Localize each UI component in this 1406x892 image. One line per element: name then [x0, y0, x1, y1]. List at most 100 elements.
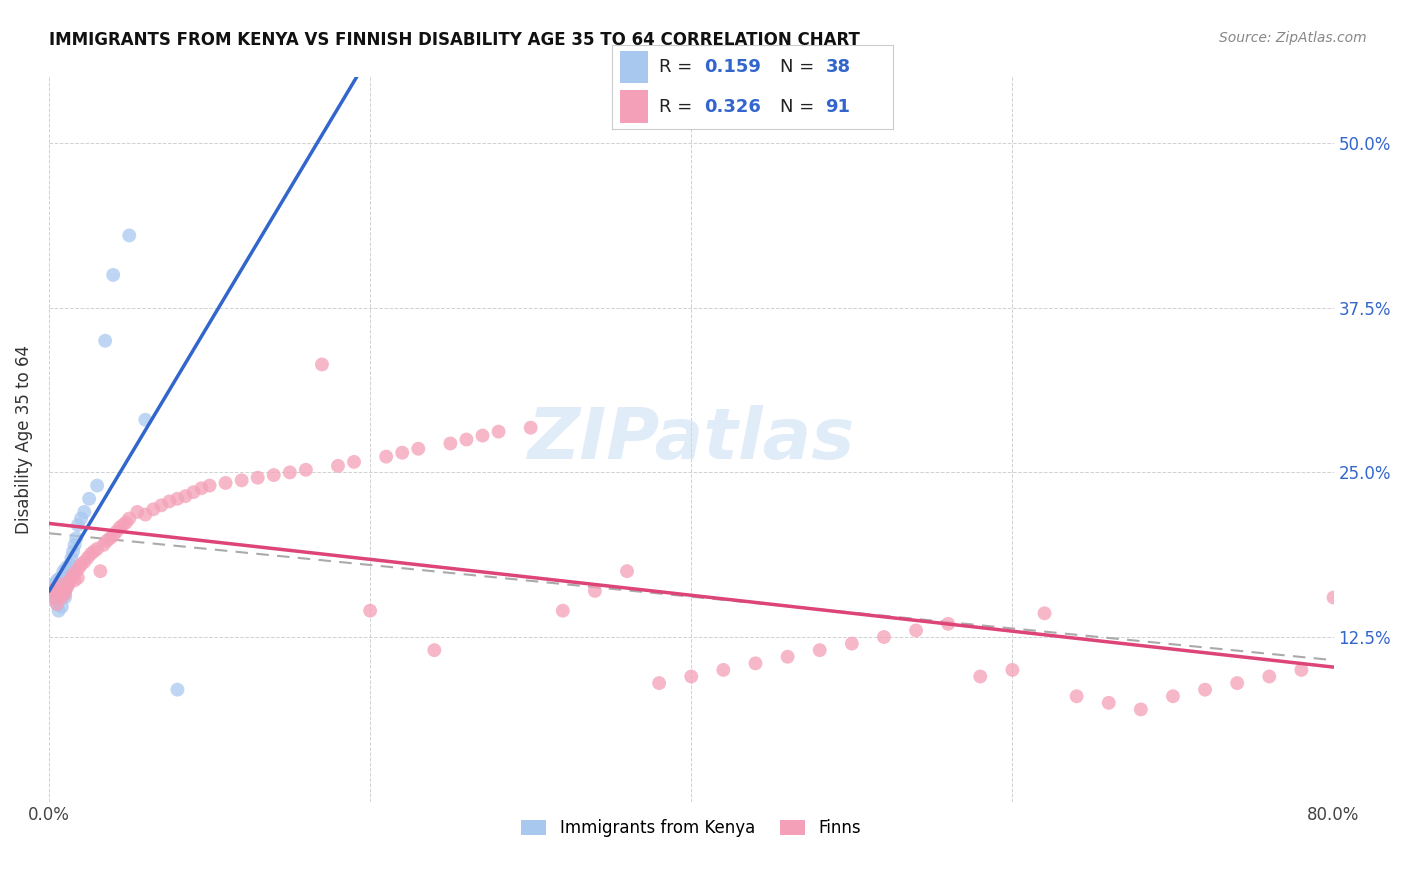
Point: [51, 591, 73, 605]
Point: [166, 682, 188, 697]
Point: [52, 586, 75, 600]
Point: [1098, 696, 1121, 710]
Point: [118, 228, 141, 243]
Point: [873, 630, 896, 644]
Point: [1371, 643, 1393, 657]
Point: [776, 649, 799, 664]
Point: [46, 597, 69, 611]
Point: [83, 544, 105, 558]
Point: [52, 583, 75, 598]
Point: [488, 425, 510, 439]
Point: [108, 521, 131, 535]
Point: [905, 624, 928, 638]
Point: [681, 669, 703, 683]
Bar: [620, 90, 648, 122]
Point: [44, 582, 66, 596]
Point: [44, 586, 66, 600]
Point: [49, 571, 72, 585]
Point: [46, 597, 69, 611]
Point: [174, 489, 197, 503]
Text: 0.326: 0.326: [704, 98, 761, 116]
Point: [1322, 591, 1344, 605]
Point: [1291, 663, 1313, 677]
Point: [1194, 682, 1216, 697]
Point: [46, 574, 69, 588]
Point: [103, 528, 125, 542]
Point: [1226, 676, 1249, 690]
Point: [103, 268, 125, 282]
Point: [65, 564, 87, 578]
Point: [111, 518, 134, 533]
Point: [63, 538, 86, 552]
Point: [58, 577, 80, 591]
Point: [93, 538, 115, 552]
Text: 91: 91: [825, 98, 851, 116]
Point: [648, 676, 671, 690]
Point: [841, 637, 863, 651]
Point: [115, 516, 138, 530]
Point: [423, 643, 446, 657]
Point: [86, 541, 108, 556]
Point: [55, 582, 77, 596]
Text: R =: R =: [659, 58, 699, 76]
Point: [70, 558, 93, 572]
Point: [583, 583, 606, 598]
Point: [80, 547, 103, 561]
Point: [808, 643, 831, 657]
Point: [439, 436, 461, 450]
Point: [1354, 649, 1376, 664]
Point: [86, 478, 108, 492]
Text: R =: R =: [659, 98, 699, 116]
Point: [58, 564, 80, 578]
Point: [157, 494, 180, 508]
Point: [77, 491, 100, 506]
Point: [73, 505, 96, 519]
Point: [118, 511, 141, 525]
Text: 38: 38: [825, 58, 851, 76]
Point: [70, 511, 93, 525]
Point: [60, 571, 83, 585]
Point: [69, 560, 91, 574]
Point: [48, 586, 70, 600]
Point: [214, 475, 236, 490]
Point: [375, 450, 398, 464]
Point: [41, 583, 63, 598]
Point: [76, 551, 98, 566]
Point: [311, 358, 333, 372]
Point: [42, 591, 65, 605]
Point: [60, 551, 83, 566]
Point: [183, 485, 205, 500]
Point: [63, 574, 86, 588]
Point: [1066, 690, 1088, 704]
Point: [53, 577, 76, 591]
Point: [41, 583, 63, 598]
Point: [166, 491, 188, 506]
Point: [263, 468, 285, 483]
Point: [142, 502, 165, 516]
Point: [326, 458, 349, 473]
Point: [471, 428, 494, 442]
Point: [51, 577, 73, 591]
Point: [134, 508, 156, 522]
Point: [62, 568, 84, 582]
Point: [62, 544, 84, 558]
Point: [42, 591, 65, 605]
Point: [66, 571, 89, 585]
Point: [53, 583, 76, 598]
Point: [51, 599, 73, 614]
Point: [391, 445, 413, 459]
Y-axis label: Disability Age 35 to 64: Disability Age 35 to 64: [15, 345, 32, 534]
Point: [46, 591, 69, 605]
Point: [58, 577, 80, 591]
Point: [59, 574, 82, 588]
Point: [456, 433, 478, 447]
Point: [49, 591, 72, 605]
Text: IMMIGRANTS FROM KENYA VS FINNISH DISABILITY AGE 35 TO 64 CORRELATION CHART: IMMIGRANTS FROM KENYA VS FINNISH DISABIL…: [49, 31, 860, 49]
Point: [66, 518, 89, 533]
Point: [55, 560, 77, 574]
Point: [343, 455, 366, 469]
Point: [65, 531, 87, 545]
Point: [1001, 663, 1024, 677]
Point: [190, 481, 212, 495]
Point: [551, 604, 574, 618]
